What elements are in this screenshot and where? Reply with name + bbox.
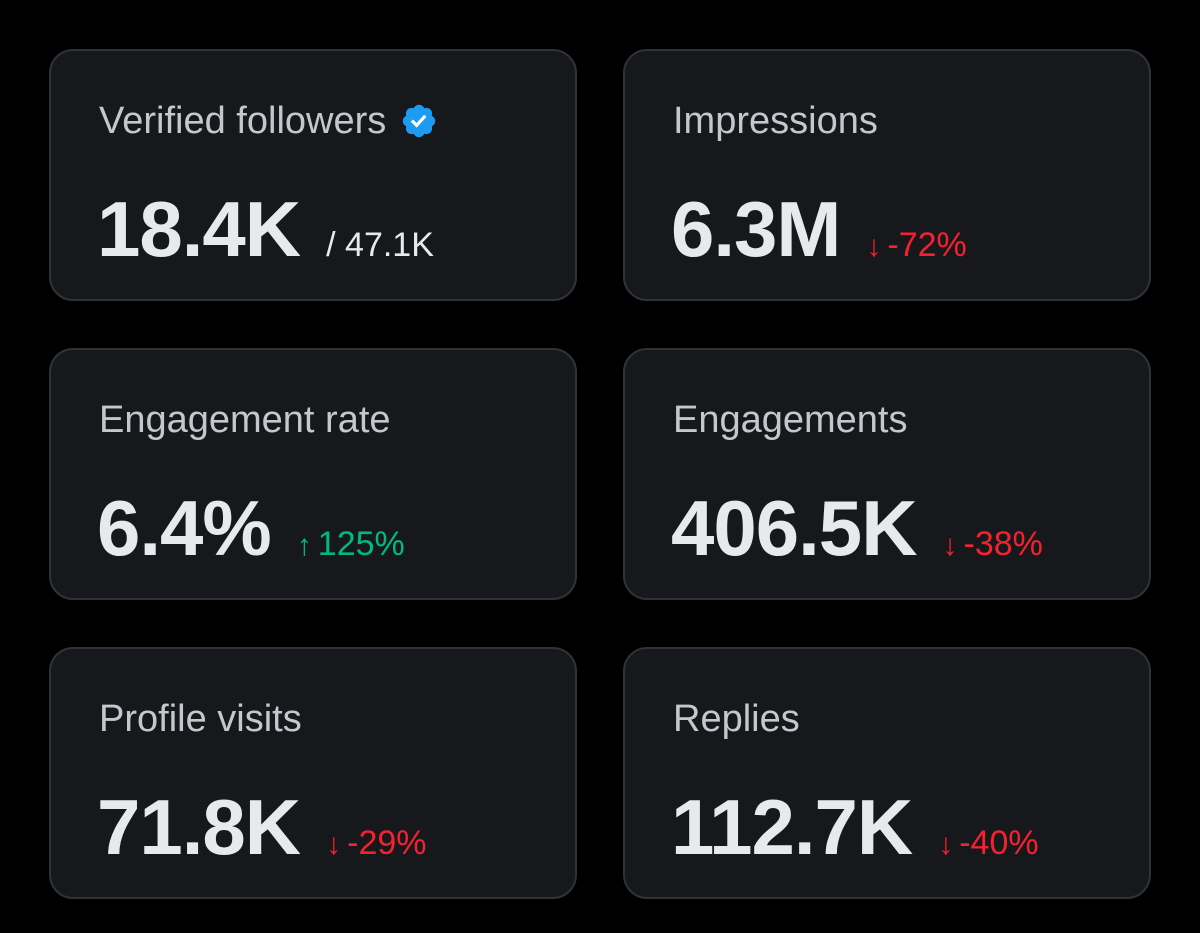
arrow-down-icon: ↓ bbox=[942, 529, 958, 562]
stat-card-engagement-rate[interactable]: Engagement rate 6.4% ↑ 125% bbox=[49, 348, 577, 600]
stat-value: 406.5K bbox=[671, 484, 918, 572]
stat-change: ↓ -29% bbox=[326, 824, 426, 863]
stat-value-row: 406.5K ↓ -38% bbox=[671, 482, 1043, 574]
stat-value-row: 6.4% ↑ 125% bbox=[97, 482, 405, 574]
stat-change: ↓ -38% bbox=[943, 525, 1043, 564]
stat-change: ↓ -40% bbox=[938, 824, 1038, 863]
stat-label: Replies bbox=[673, 698, 800, 740]
arrow-down-icon: ↓ bbox=[326, 828, 342, 861]
stat-value: 112.7K bbox=[671, 783, 913, 871]
stat-change-value: 125% bbox=[317, 525, 405, 563]
stat-card-engagements[interactable]: Engagements 406.5K ↓ -38% bbox=[623, 348, 1151, 600]
stat-card-profile-visits[interactable]: Profile visits 71.8K ↓ -29% bbox=[49, 647, 577, 899]
stat-value: 6.4% bbox=[97, 484, 272, 572]
stat-label: Verified followers bbox=[99, 99, 438, 143]
arrow-up-icon: ↑ bbox=[296, 529, 312, 562]
stat-label: Engagement rate bbox=[99, 399, 391, 441]
stat-label-text: Verified followers bbox=[99, 100, 387, 142]
stat-change: ↑ 125% bbox=[297, 525, 405, 564]
stat-value: 6.3M bbox=[671, 185, 841, 273]
stat-value: 18.4K bbox=[97, 185, 301, 273]
arrow-down-icon: ↓ bbox=[938, 828, 954, 861]
stat-value-row: 112.7K ↓ -40% bbox=[671, 781, 1039, 873]
stat-card-impressions[interactable]: Impressions 6.3M ↓ -72% bbox=[623, 49, 1151, 301]
stat-value-row: 6.3M ↓ -72% bbox=[671, 183, 967, 275]
arrow-down-icon: ↓ bbox=[866, 230, 882, 263]
stat-change-value: -72% bbox=[887, 226, 967, 264]
stat-card-verified-followers[interactable]: Verified followers 18.4K / 47.1K bbox=[49, 49, 577, 301]
stat-change-value: -38% bbox=[963, 525, 1043, 563]
stat-total: / 47.1K bbox=[326, 226, 434, 264]
stat-label: Profile visits bbox=[99, 698, 302, 740]
stat-label: Impressions bbox=[673, 100, 878, 142]
stat-change-value: -29% bbox=[347, 824, 427, 862]
verified-badge-icon bbox=[400, 102, 438, 140]
stat-value: 71.8K bbox=[97, 783, 301, 871]
stat-change: ↓ -72% bbox=[866, 226, 966, 265]
stat-label: Engagements bbox=[673, 399, 908, 441]
stat-card-replies[interactable]: Replies 112.7K ↓ -40% bbox=[623, 647, 1151, 899]
stat-value-row: 71.8K ↓ -29% bbox=[97, 781, 427, 873]
stat-change-value: -40% bbox=[959, 824, 1039, 862]
stat-value-row: 18.4K / 47.1K bbox=[97, 183, 434, 275]
